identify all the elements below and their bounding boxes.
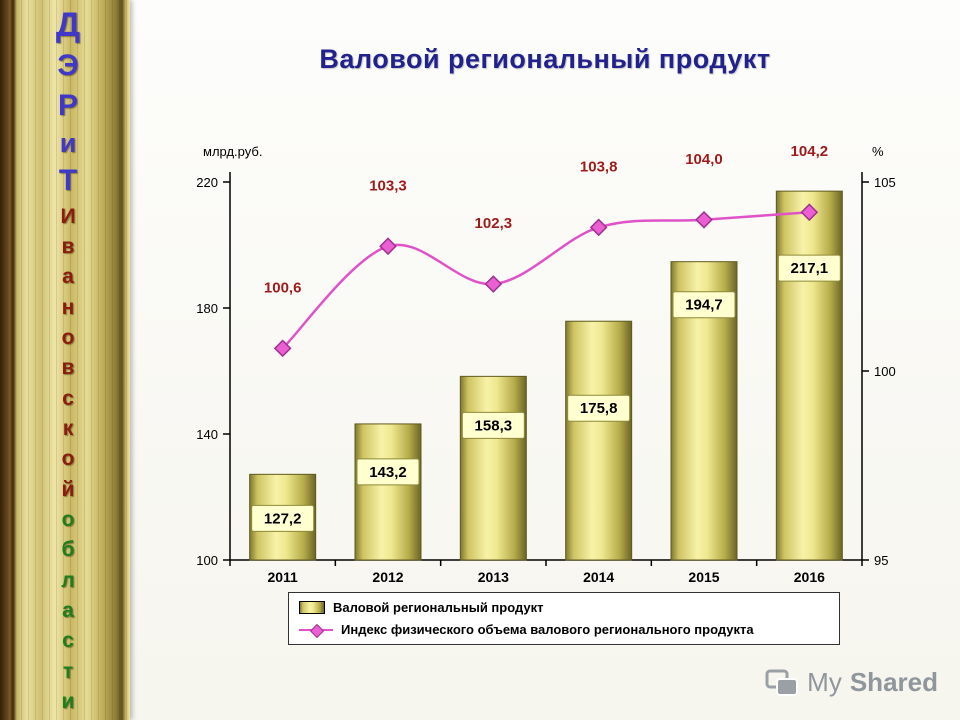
line-marker-2016	[800, 203, 819, 222]
x-category-label: 2013	[478, 569, 509, 585]
legend-item-line: Индекс физического объема валового регио…	[299, 622, 829, 638]
right-tick-label: 100	[874, 364, 896, 379]
x-category-label: 2011	[267, 569, 298, 585]
bar-2016	[775, 190, 843, 561]
right-axis-unit: %	[872, 144, 884, 159]
org-letter: и	[59, 127, 77, 158]
line-marker-2011	[273, 339, 292, 358]
org-letter: И	[60, 204, 76, 228]
myshared-icon	[765, 669, 799, 696]
chart-title: Валовой региональный продукт	[319, 44, 771, 74]
line-marker-2012	[379, 237, 397, 256]
org-letter: Э	[57, 49, 79, 83]
left-tick-label: 220	[196, 175, 218, 190]
org-letter: с	[62, 629, 74, 653]
watermark-text-shared: Shared	[849, 667, 938, 697]
bar-value-label: 127,2	[264, 510, 302, 527]
line-swatch-icon	[299, 623, 333, 638]
org-letter: а	[62, 265, 74, 289]
legend-label-line: Индекс физического объема валового регио…	[341, 622, 754, 637]
diamond-marker-icon	[309, 623, 325, 638]
watermark-text-my: My	[807, 667, 842, 697]
line-value-label: 103,3	[369, 177, 407, 194]
bar-value-label: 143,2	[369, 464, 407, 481]
org-letter: о	[61, 507, 75, 531]
bar-value-box	[567, 394, 631, 422]
org-letter: т	[62, 659, 74, 683]
bar-2013	[459, 375, 527, 561]
org-letter: о	[61, 447, 75, 471]
bar-value-box	[461, 411, 525, 439]
line-marker-2013	[484, 275, 503, 293]
org-letter: й	[61, 477, 75, 501]
org-letter: л	[61, 568, 75, 592]
org-letter: б	[61, 538, 75, 562]
right-tick-label: 95	[874, 553, 888, 568]
legend-label-bars: Валовой региональный продукт	[333, 600, 544, 615]
line-marker-2014	[589, 218, 608, 237]
bar-value-label: 194,7	[685, 297, 723, 314]
org-letter: Р	[57, 88, 78, 122]
x-category-label: 2015	[688, 569, 719, 585]
left-tick-label: 100	[196, 553, 218, 568]
legend-item-bars: Валовой региональный продукт	[299, 600, 829, 615]
bar-value-label: 158,3	[475, 417, 513, 434]
x-category-label: 2014	[583, 569, 614, 585]
myshared-watermark: My Shared	[765, 667, 938, 698]
org-letter: и	[61, 689, 75, 713]
bar-value-label: 175,8	[580, 400, 618, 417]
org-letter: Т	[58, 164, 78, 198]
x-category-label: 2012	[372, 569, 403, 585]
bar-swatch-icon	[299, 601, 325, 614]
org-letter: Д	[55, 6, 81, 44]
bar-value-box	[777, 254, 841, 282]
bar-2014	[565, 320, 633, 561]
bar-value-label: 217,1	[791, 260, 829, 277]
right-tick-label: 105	[874, 175, 896, 190]
org-letter: о	[61, 325, 75, 349]
org-letter: в	[61, 234, 75, 258]
line-value-label: 100,6	[264, 279, 302, 296]
left-axis-unit: млрд.руб.	[203, 144, 263, 159]
org-letter: н	[61, 295, 75, 319]
bar-2012	[354, 423, 422, 561]
legend: Валовой региональный продукт Индекс физи…	[288, 592, 840, 645]
left-tick-label: 140	[196, 427, 218, 442]
line-value-label: 104,2	[791, 143, 829, 160]
line-value-label: 104,0	[685, 151, 723, 168]
bar-value-box	[672, 291, 736, 319]
bar-value-box	[356, 458, 420, 486]
x-category-label: 2016	[794, 569, 825, 585]
line-value-label: 103,8	[580, 158, 618, 175]
line-value-label: 102,3	[475, 215, 513, 232]
org-letter: в	[61, 356, 75, 380]
org-letter: с	[62, 386, 74, 410]
line-marker-2015	[695, 210, 713, 229]
org-letter: а	[62, 598, 74, 622]
bar-value-box	[251, 504, 315, 532]
org-letter: к	[62, 416, 74, 440]
left-tick-label: 180	[196, 301, 218, 316]
